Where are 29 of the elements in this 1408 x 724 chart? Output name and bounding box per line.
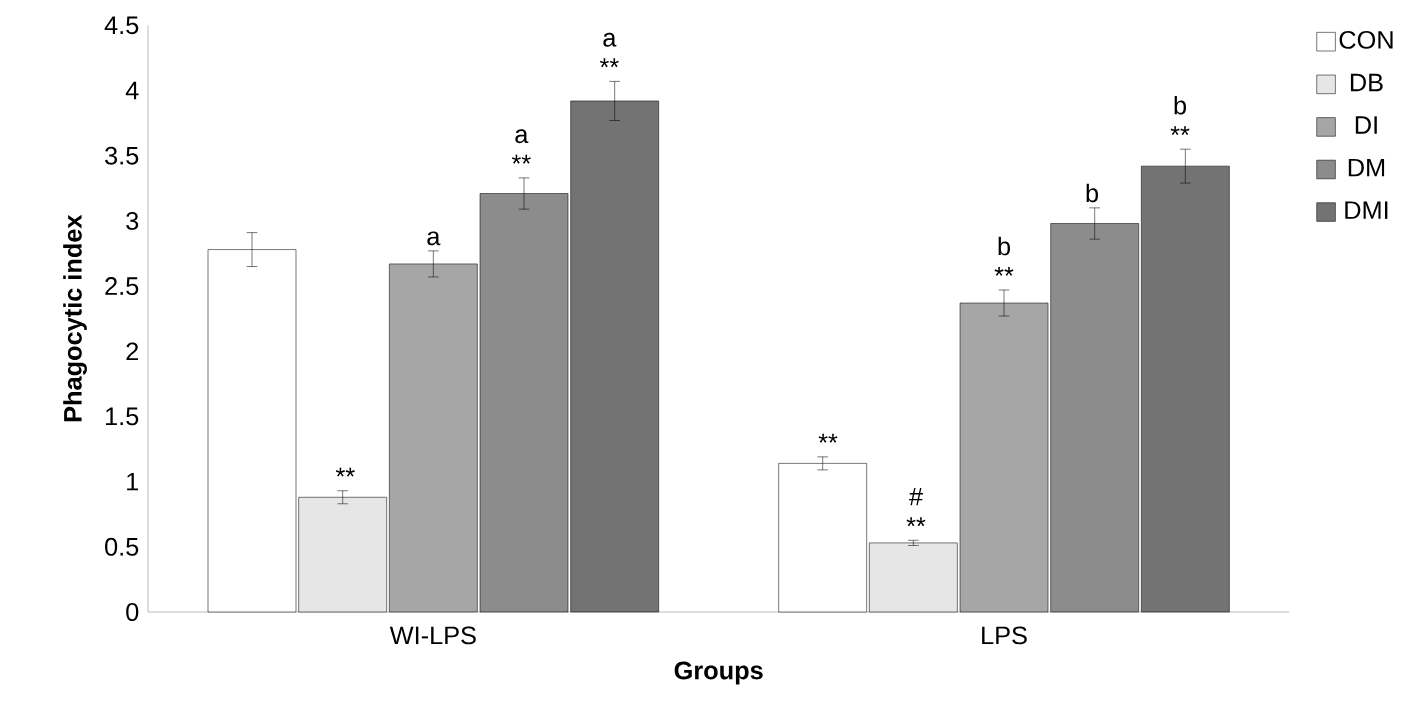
y-tick-label: 3.5 (105, 146, 139, 165)
data-label: a ** (511, 129, 531, 164)
y-axis-title: Phagocytic index (63, 214, 87, 422)
y-tick-label: 2 (126, 342, 139, 361)
y-tick-label: 2.5 (105, 277, 139, 296)
x-axis-title: Groups (674, 661, 763, 685)
x-tick-label: WI-LPS (389, 626, 476, 645)
data-label: a ** (599, 32, 619, 68)
data-label: ** (818, 433, 838, 443)
x-tick-label: LPS (982, 626, 1027, 645)
data-label: b ** (1170, 95, 1190, 136)
legend-label: DM (1348, 158, 1385, 177)
data-label: ** (335, 467, 355, 477)
data-label: b (1086, 183, 1098, 203)
y-tick-label: 1 (127, 472, 139, 491)
legend-label: DI (1355, 116, 1377, 134)
data-label: b ** (994, 236, 1014, 276)
legend-label: DB (1350, 73, 1383, 92)
y-tick-label: 3 (126, 211, 139, 230)
bar (778, 463, 867, 613)
y-tick-label: 4 (125, 81, 139, 100)
data-label: a (427, 231, 441, 246)
legend-label: DMI (1345, 201, 1388, 219)
y-tick-label: 0.5 (105, 537, 139, 556)
y-tick-label: 1.5 (106, 407, 139, 426)
y-tick-label: 0 (126, 603, 139, 621)
y-tick-label: 4.5 (104, 16, 139, 35)
legend-label: CON (1339, 30, 1393, 49)
data-label: # ** (906, 488, 926, 527)
